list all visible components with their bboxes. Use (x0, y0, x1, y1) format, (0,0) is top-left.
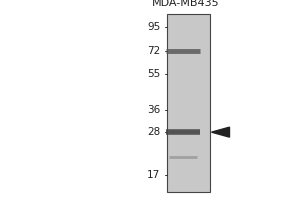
Text: 28: 28 (147, 127, 161, 137)
Text: 72: 72 (147, 46, 161, 56)
Bar (167, 14, 210, 192)
Text: 36: 36 (147, 105, 161, 115)
Text: 95: 95 (147, 22, 161, 32)
Text: 55: 55 (147, 69, 161, 79)
Text: 17: 17 (147, 170, 161, 180)
Text: MDA-MB435: MDA-MB435 (152, 0, 219, 8)
Polygon shape (212, 127, 230, 137)
